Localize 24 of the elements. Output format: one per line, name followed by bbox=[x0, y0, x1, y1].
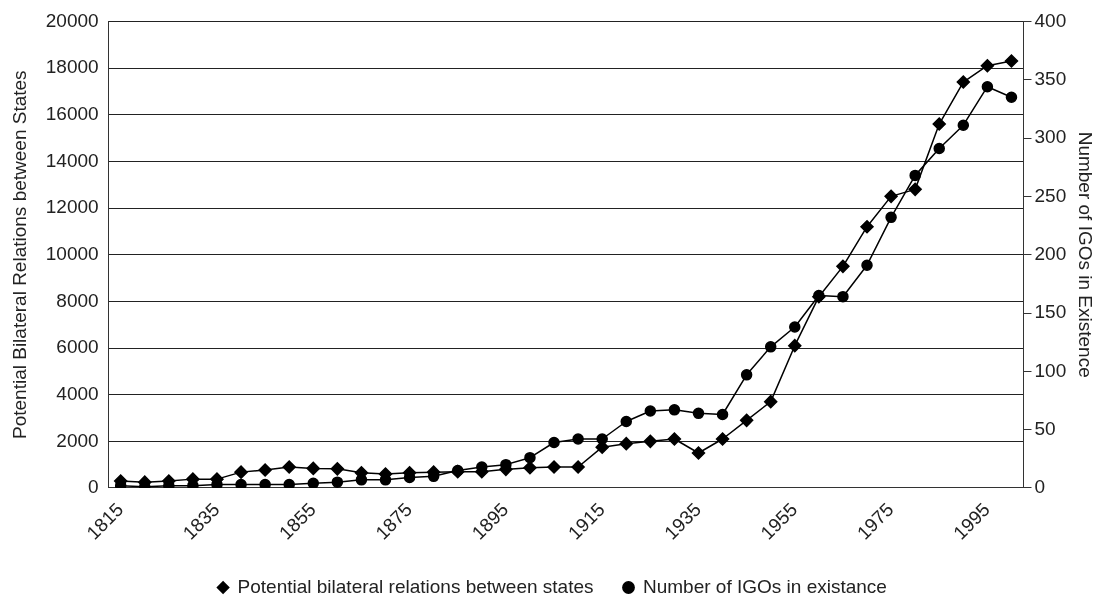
legend-label: Potential bilateral relations between states bbox=[237, 575, 594, 597]
y2-axis-title: Number of IGOs in Existence bbox=[1075, 131, 1097, 378]
y-tick-label: 6000 bbox=[56, 336, 99, 358]
y2-tick-label: 200 bbox=[1034, 242, 1067, 264]
y-tick-label: 8000 bbox=[56, 289, 99, 311]
y-tick-label: 2000 bbox=[56, 429, 99, 451]
y2-tick-label: 350 bbox=[1034, 67, 1067, 89]
y-tick-label: 0 bbox=[88, 476, 99, 498]
y-tick-label: 18000 bbox=[45, 56, 99, 78]
y2-tick-label: 100 bbox=[1034, 359, 1067, 381]
y-tick-label: 14000 bbox=[45, 149, 99, 171]
y-tick-label: 20000 bbox=[45, 9, 99, 31]
y2-tick-label: 300 bbox=[1034, 126, 1067, 148]
y2-tick-label: 150 bbox=[1034, 301, 1067, 323]
legend-label: Number of IGOs in existance bbox=[643, 575, 887, 597]
y2-tick-label: 250 bbox=[1034, 184, 1067, 206]
y-tick-label: 12000 bbox=[45, 196, 99, 218]
y2-tick-label: 50 bbox=[1034, 417, 1056, 439]
y2-tick-label: 0 bbox=[1034, 476, 1046, 498]
y-tick-label: 10000 bbox=[45, 242, 99, 264]
y-tick-label: 4000 bbox=[56, 382, 99, 404]
y-axis-title: Potential Bilateral Relations between States bbox=[8, 70, 30, 439]
y-tick-label: 16000 bbox=[45, 102, 99, 124]
y2-tick-label: 400 bbox=[1034, 9, 1067, 31]
